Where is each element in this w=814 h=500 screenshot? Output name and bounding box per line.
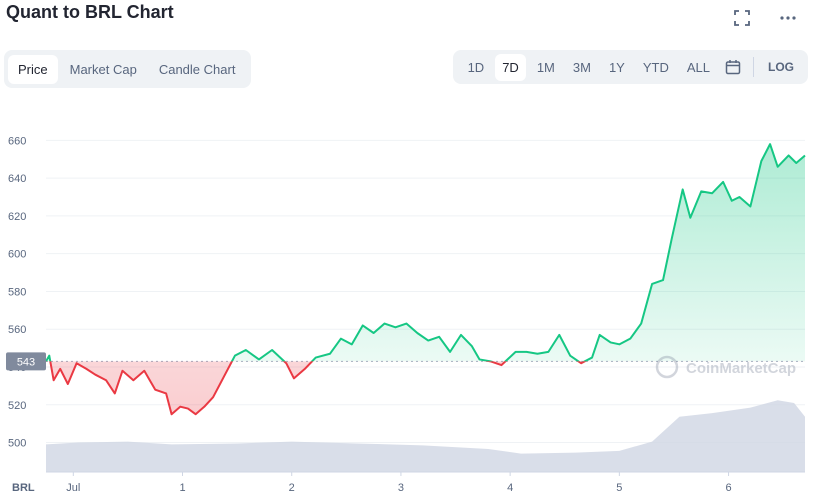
range-1y[interactable]: 1Y	[608, 59, 625, 75]
chart-title: Quant to BRL Chart	[6, 2, 174, 22]
range-1m[interactable]: 1M	[536, 59, 555, 75]
price-fill-down	[50, 361, 585, 415]
coinmarketcap-icon	[655, 355, 679, 379]
y-tick-label: 500	[8, 438, 26, 450]
x-tick-label: 4	[507, 482, 513, 494]
y-tick-label: 660	[8, 135, 26, 147]
time-range-selector: 1D 7D 1M 3M 1Y YTD ALL LOG	[452, 50, 808, 84]
volume-area	[46, 400, 805, 472]
x-tick-label: 5	[616, 482, 622, 494]
y-tick-label: 620	[8, 211, 26, 223]
price-fill-up	[46, 144, 805, 362]
y-tick-label: 580	[8, 286, 26, 298]
x-tick-label: 3	[398, 482, 404, 494]
chart-type-tabs: Price Market Cap Candle Chart	[4, 50, 252, 88]
watermark-text: CoinMarketCap	[686, 360, 796, 377]
price-line-down	[46, 361, 587, 416]
range-divider	[753, 57, 754, 77]
chart-actions	[732, 8, 798, 28]
y-axis-unit-label: BRL	[12, 482, 35, 494]
y-tick-label: 640	[8, 173, 26, 185]
range-7d[interactable]: 7D	[495, 53, 526, 81]
baseline-label-box	[6, 352, 46, 371]
fullscreen-icon[interactable]	[732, 8, 752, 28]
y-tick-label: 560	[8, 324, 26, 336]
log-scale-toggle[interactable]: LOG	[768, 60, 794, 74]
x-tick-label: Jul	[66, 482, 80, 494]
x-tick-label: 1	[179, 482, 185, 494]
range-1d[interactable]: 1D	[467, 59, 485, 75]
range-ytd[interactable]: YTD	[642, 59, 669, 75]
x-tick-label: 2	[289, 482, 295, 494]
y-tick-label: 520	[8, 400, 26, 412]
watermark-logo: CoinMarketCap	[655, 355, 796, 379]
range-3m[interactable]: 3M	[572, 59, 591, 75]
y-tick-label: 600	[8, 249, 26, 261]
tab-market-cap[interactable]: Market Cap	[69, 61, 137, 77]
x-tick-label: 6	[725, 482, 731, 494]
price-line-up	[45, 143, 806, 362]
more-icon[interactable]	[778, 8, 798, 28]
calendar-icon[interactable]	[719, 59, 747, 75]
range-all[interactable]: ALL	[686, 59, 710, 75]
tab-candle-chart[interactable]: Candle Chart	[158, 61, 236, 77]
baseline-label: 543	[17, 356, 35, 368]
tab-price[interactable]: Price	[8, 54, 58, 84]
